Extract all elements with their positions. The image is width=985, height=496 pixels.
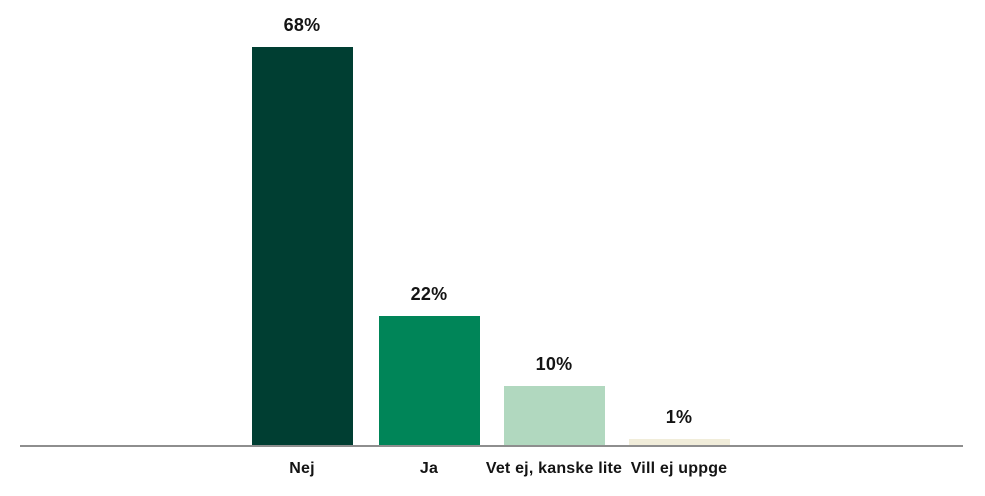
bar-ja <box>378 316 480 445</box>
bar-value-label-vill-ej-uppge: 1% <box>665 407 693 427</box>
bar-value-label-vet-ej-kanske-lite: 10% <box>535 354 573 374</box>
bar-value-label-nej: 68% <box>283 15 321 35</box>
x-axis-label-ja: Ja <box>419 460 439 477</box>
x-axis-label-nej: Nej <box>289 460 315 477</box>
x-axis-label-vill-ej-uppge: Vill ej uppge <box>630 460 728 477</box>
bar-nej <box>251 47 353 445</box>
bar-vill-ej-uppge <box>628 439 730 445</box>
bar-value-label-ja: 22% <box>410 284 448 304</box>
x-axis-label-vet-ej-kanske-lite: Vet ej, kanske lite <box>485 460 623 477</box>
bar-vet-ej-kanske-lite <box>503 386 605 445</box>
x-axis-line <box>20 445 963 447</box>
